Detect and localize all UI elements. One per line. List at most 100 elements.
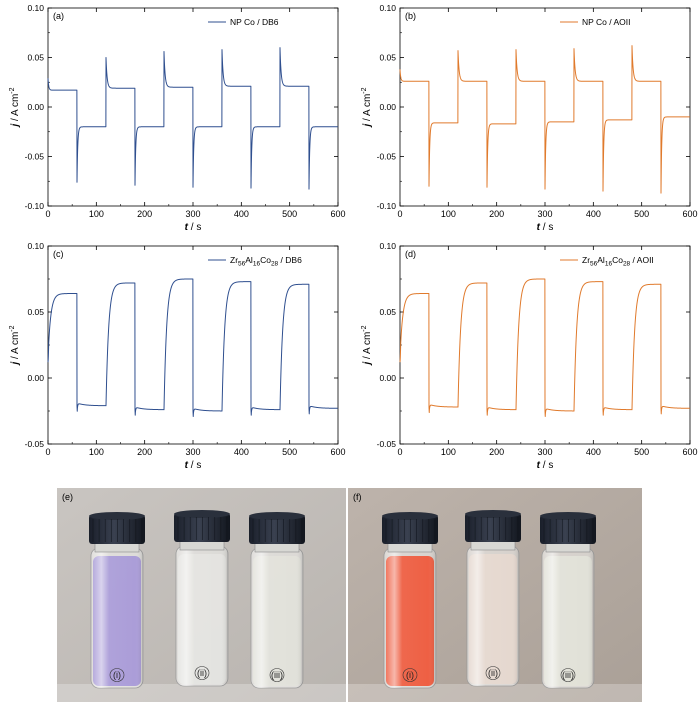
- panel-label: (d): [405, 249, 416, 259]
- legend-label-part: 28: [623, 261, 631, 268]
- x-tick-label: 300: [537, 447, 552, 457]
- y-axis-unit-exponent: -2: [9, 87, 16, 93]
- vial-cap-top: [174, 510, 230, 518]
- legend-label-part: Al: [597, 255, 605, 265]
- vial-cap-top: [382, 512, 438, 520]
- vial-label-circle: [269, 668, 285, 682]
- vial-cap-top: [89, 512, 145, 520]
- vial-3: (iii): [249, 512, 305, 689]
- y-axis-unit: / A cm: [362, 94, 373, 124]
- vial-cap: [465, 513, 521, 542]
- vial-label: (i): [113, 670, 121, 680]
- vial-label-circle: [194, 666, 210, 680]
- y-axis-unit: / A cm: [10, 332, 21, 362]
- photo-panel-e: (i) (ii) (iii) (e): [57, 488, 346, 702]
- y-tick-label: -0.10: [377, 201, 397, 211]
- y-axis-symbol: j: [10, 124, 21, 129]
- vial-label-circle: [109, 668, 125, 682]
- vial-1: (i): [382, 512, 438, 689]
- x-axis-label: t / s: [537, 460, 554, 471]
- vial-highlight: [384, 548, 436, 688]
- x-axis-unit: / s: [188, 460, 201, 471]
- legend-label-part: / AOII: [630, 255, 654, 265]
- vial-cap: [540, 515, 596, 544]
- y-tick-label: -0.05: [25, 439, 45, 449]
- legend-label-part: 28: [271, 261, 279, 268]
- y-axis-label: j / A cm-2: [9, 87, 21, 128]
- x-axis-label: t / s: [185, 460, 202, 471]
- y-tick-label: 0.05: [27, 53, 44, 63]
- x-axis-unit: / s: [540, 460, 553, 471]
- x-axis-symbol: t: [537, 460, 541, 471]
- legend-label-part: 16: [605, 261, 613, 268]
- x-tick-label: 500: [282, 209, 297, 219]
- x-tick-label: 200: [137, 447, 152, 457]
- photo-panel-f: (i) (ii) (iii) (f): [348, 488, 642, 702]
- series-line: [47, 47, 339, 190]
- vial-label: (iii): [562, 670, 574, 680]
- chart-panel-a: 0 100 200 300 400 500 600 -0.10 -0.05 0.00 0.05 0.1…: [9, 3, 346, 233]
- y-tick-label: 0.00: [379, 102, 396, 112]
- x-tick-label: 200: [489, 447, 504, 457]
- series-line: [399, 278, 691, 417]
- x-tick-label: 0: [397, 209, 402, 219]
- table-surface: [57, 684, 346, 702]
- x-tick-label: 100: [441, 209, 456, 219]
- vial-cap-top: [249, 512, 305, 520]
- vial-highlight: [91, 548, 143, 688]
- panel-label: (b): [405, 11, 416, 21]
- series-line: [47, 278, 339, 417]
- x-tick-label: 400: [234, 209, 249, 219]
- y-axis-unit: / A cm: [10, 94, 21, 124]
- panel-label: (c): [53, 249, 64, 259]
- x-tick-label: 500: [282, 447, 297, 457]
- legend-label-part: 56: [238, 261, 246, 268]
- x-tick-label: 500: [634, 447, 649, 457]
- vial-cap: [89, 515, 145, 544]
- y-tick-label: 0.10: [379, 241, 396, 251]
- vial-cap-top: [465, 510, 521, 518]
- vial-label-circle: [560, 668, 576, 682]
- legend-label: Zr56Al16Co28 / AOII: [582, 255, 654, 268]
- legend-label: NP Co / AOII: [582, 17, 631, 27]
- y-tick-label: 0.10: [27, 3, 44, 13]
- y-axis-unit: / A cm: [362, 332, 373, 362]
- y-tick-label: 0.00: [379, 373, 396, 383]
- x-tick-label: 0: [397, 447, 402, 457]
- legend-label-part: Al: [245, 255, 253, 265]
- vial-label: (ii): [488, 668, 498, 678]
- vial-2: (ii): [465, 510, 521, 687]
- x-tick-label: 200: [489, 209, 504, 219]
- vial-label-circle: [402, 668, 418, 682]
- x-tick-label: 100: [89, 447, 104, 457]
- legend-label: NP Co / DB6: [230, 17, 279, 27]
- x-tick-label: 300: [185, 209, 200, 219]
- chart-panel-b: 0 100 200 300 400 500 600 -0.10 -0.05 0.00 0.05 0.1…: [361, 3, 698, 233]
- legend-label-part: 16: [253, 261, 261, 268]
- y-tick-label: 0.10: [27, 241, 44, 251]
- legend-label: Zr56Al16Co28 / DB6: [230, 255, 302, 268]
- vial-label: (iii): [271, 670, 283, 680]
- vial-highlight: [467, 546, 519, 686]
- x-tick-label: 300: [537, 209, 552, 219]
- vial-label-circle: [485, 666, 501, 680]
- y-axis-label: j / A cm-2: [9, 325, 21, 366]
- x-tick-label: 500: [634, 209, 649, 219]
- legend-label-part: / DB6: [278, 255, 302, 265]
- x-tick-label: 600: [330, 209, 345, 219]
- x-tick-label: 400: [234, 447, 249, 457]
- panel-label: (a): [53, 11, 64, 21]
- y-axis-label: j / A cm-2: [361, 325, 373, 366]
- vial-cap: [382, 515, 438, 544]
- vial-3: (iii): [540, 512, 596, 689]
- vial-1: (i): [89, 512, 145, 689]
- x-tick-label: 100: [89, 209, 104, 219]
- legend-label-part: Zr: [582, 255, 590, 265]
- y-tick-label: 0.05: [379, 53, 396, 63]
- vial-highlight: [542, 548, 594, 688]
- legend-label-part: 56: [590, 261, 598, 268]
- x-tick-label: 300: [185, 447, 200, 457]
- vial-label: (i): [406, 670, 414, 680]
- x-axis-symbol: t: [537, 222, 541, 233]
